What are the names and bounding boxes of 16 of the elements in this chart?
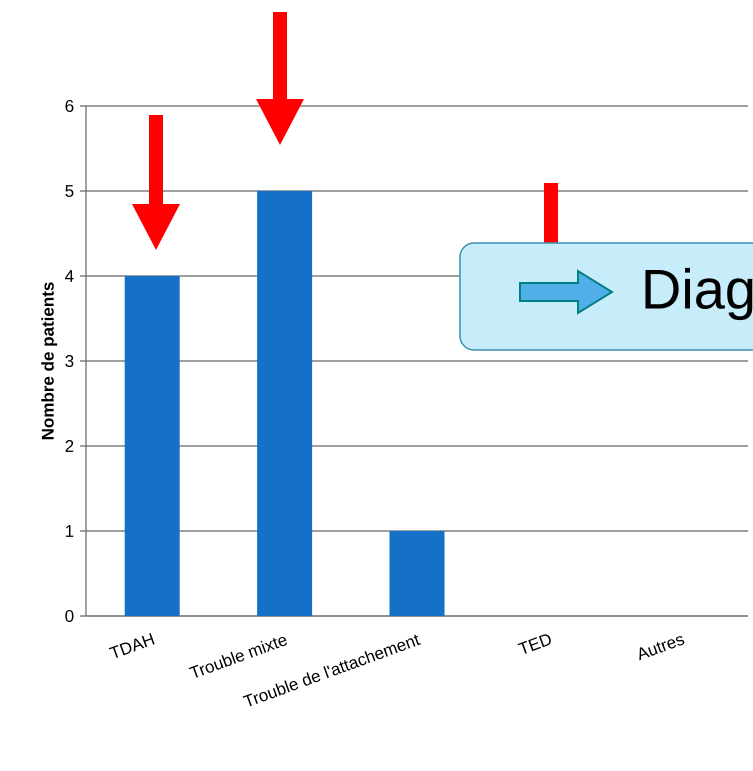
y-tick-label: 4 — [65, 270, 74, 282]
annotation: Diag — [645, 268, 752, 320]
y-tick-label: 6 — [66, 100, 74, 112]
y-axis-title: Nombre de patients — [41, 282, 58, 440]
x-tick-label: TDAH — [108, 633, 155, 658]
y-tick-label: 2 — [66, 440, 74, 452]
bar — [124, 276, 180, 616]
bar — [390, 531, 444, 616]
y-tick-label: 3 — [65, 354, 74, 368]
y-tick-label: 1 — [66, 525, 74, 537]
x-tick-label: TED — [518, 634, 551, 654]
y-tick-label: 5 — [65, 185, 74, 197]
y-tick-label: 0 — [65, 610, 74, 622]
x-tick-label: Autres — [639, 636, 684, 660]
x-tick-label: Trouble mixte — [188, 636, 287, 678]
bar — [257, 191, 312, 616]
